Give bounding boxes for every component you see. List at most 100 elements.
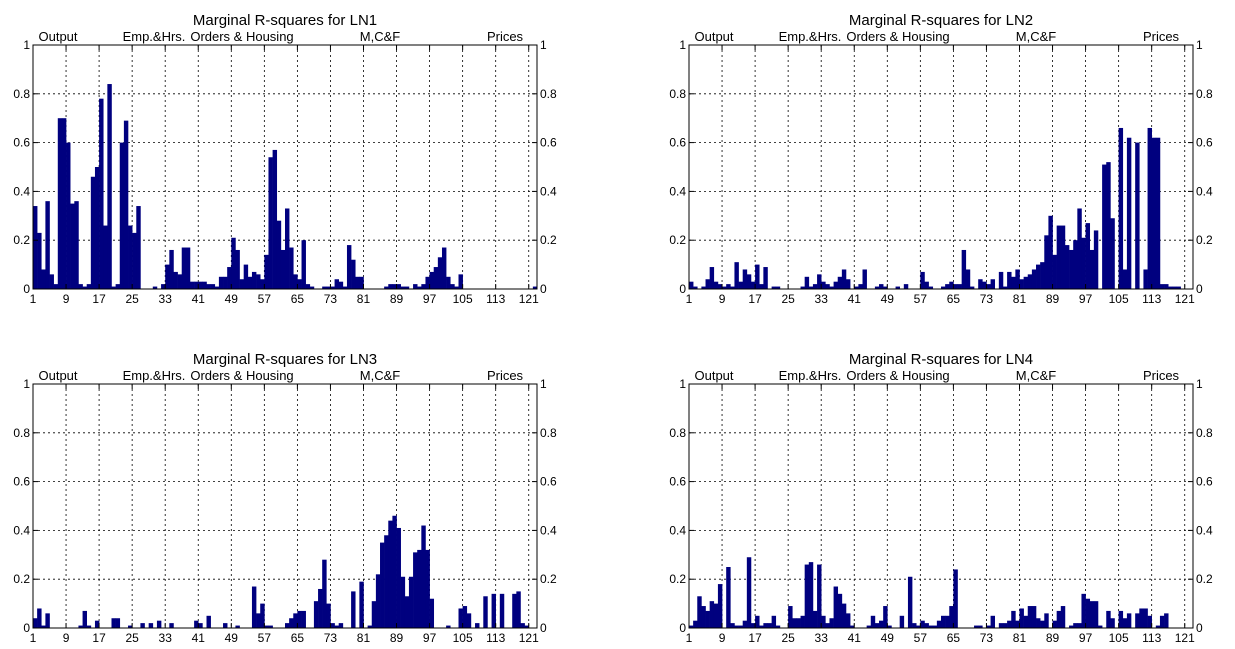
bar (123, 120, 129, 289)
bar (717, 284, 723, 289)
y-tick-label-right: 0.4 (1196, 184, 1213, 198)
bar (1002, 286, 1008, 289)
bar (177, 274, 183, 289)
bar (1110, 218, 1115, 289)
bar (746, 557, 752, 628)
bar (251, 271, 257, 289)
bar (907, 576, 913, 628)
bar (1069, 249, 1074, 289)
bar (446, 625, 451, 628)
bar (1089, 601, 1095, 628)
x-tick-label: 121 (519, 631, 539, 645)
bar (297, 279, 302, 289)
y-tick-label-right: 1 (540, 377, 547, 391)
bar (301, 240, 306, 289)
group-label: Orders & Housing (190, 368, 293, 383)
bar (771, 615, 777, 628)
bar (759, 625, 764, 628)
bar (701, 606, 706, 628)
bar (953, 284, 958, 289)
bar (1052, 254, 1057, 289)
bar (1089, 249, 1095, 289)
x-tick-label: 105 (453, 292, 473, 306)
bar (808, 286, 814, 289)
bar (214, 286, 220, 289)
y-tick-label-left: 0.6 (13, 475, 30, 489)
axes-box (32, 44, 538, 290)
x-tick-label: 97 (423, 631, 437, 645)
bar (1077, 208, 1082, 289)
bar (235, 249, 240, 289)
bar (305, 284, 311, 289)
bar (421, 525, 426, 628)
bar (1147, 127, 1152, 290)
bar (1036, 618, 1041, 628)
bar (375, 574, 381, 628)
y-tick-label-right: 1 (1196, 377, 1203, 391)
bar (289, 618, 294, 628)
bar (990, 615, 996, 628)
bar (738, 281, 744, 289)
bar (759, 284, 764, 289)
bar (1147, 615, 1152, 628)
x-tick-label: 33 (159, 631, 173, 645)
bar (152, 286, 158, 289)
bar (74, 201, 79, 289)
bar (1073, 240, 1078, 289)
bar (957, 284, 962, 289)
bar (738, 625, 744, 628)
bar (1036, 264, 1041, 289)
axes-box (32, 383, 538, 629)
bar (833, 281, 839, 289)
x-tick-label: 65 (291, 292, 305, 306)
bar (1122, 269, 1128, 289)
bar (260, 279, 265, 289)
x-tick-label: 81 (1013, 631, 1027, 645)
bar (1040, 262, 1045, 289)
group-label: Output (38, 29, 77, 44)
x-tick-label: 73 (324, 292, 338, 306)
bar (417, 286, 422, 289)
group-label: Prices (1143, 368, 1180, 383)
bar (532, 286, 538, 289)
bar (1031, 606, 1037, 628)
bar (800, 286, 805, 289)
bar (730, 286, 735, 289)
bar (771, 286, 777, 289)
y-tick-label-right: 0.6 (540, 136, 557, 150)
bar (1011, 276, 1016, 289)
bar (941, 615, 946, 628)
x-tick-label: 9 (719, 292, 726, 306)
bar (1040, 620, 1045, 628)
bar (1056, 610, 1062, 628)
bar (1122, 618, 1128, 628)
bar (524, 625, 530, 628)
y-tick-label-left: 0.6 (669, 136, 686, 150)
bar (701, 286, 706, 289)
bar (148, 623, 154, 628)
bar (845, 279, 851, 289)
bar (132, 232, 137, 289)
bar (945, 284, 950, 289)
y-tick-label-right: 0 (1196, 621, 1203, 635)
bar (169, 623, 174, 628)
bar (165, 264, 170, 289)
bar (45, 613, 50, 628)
bar (33, 206, 38, 289)
y-tick-label-right: 0.2 (540, 233, 557, 247)
x-tick-label: 33 (815, 631, 829, 645)
bars (33, 84, 538, 290)
bar (41, 269, 46, 289)
bar (808, 562, 814, 628)
x-tick-label: 57 (258, 292, 272, 306)
bar (1155, 137, 1161, 289)
y-tick-label-right: 0.2 (1196, 572, 1213, 586)
bar (78, 625, 83, 628)
bar (450, 284, 455, 289)
y-tick-label-left: 0.4 (669, 184, 686, 198)
bar (169, 249, 174, 289)
bar (746, 274, 752, 289)
bar (198, 623, 203, 628)
bar (264, 625, 269, 628)
bar (1081, 593, 1086, 628)
